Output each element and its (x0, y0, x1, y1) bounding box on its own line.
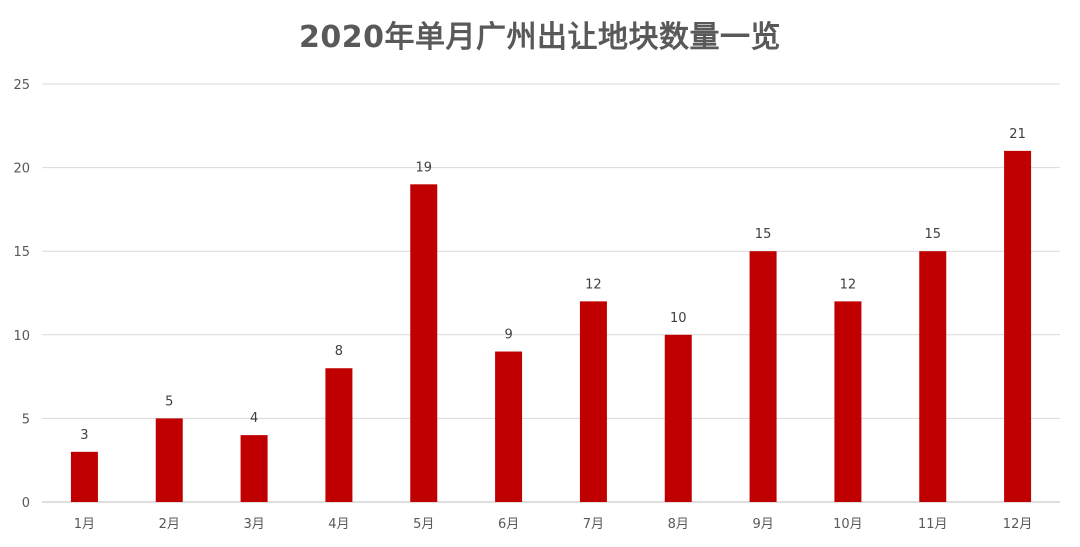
bar (664, 334, 692, 502)
x-tick-label: 2月 (159, 517, 180, 532)
data-label: 15 (924, 227, 941, 242)
x-tick-label: 7月 (583, 517, 604, 532)
x-tick-label: 1月 (74, 517, 95, 532)
data-label: 3 (80, 428, 88, 443)
bar (240, 435, 268, 502)
bar (325, 368, 353, 502)
x-tick-label: 5月 (413, 517, 434, 532)
bar (919, 251, 947, 502)
data-label: 4 (250, 411, 258, 426)
bar (70, 451, 98, 502)
x-tick-label: 3月 (243, 517, 264, 532)
y-tick-label: 10 (13, 329, 30, 344)
bar (834, 301, 862, 502)
x-tick-label: 12月 (1003, 517, 1033, 532)
data-label: 19 (415, 160, 432, 175)
y-tick-label: 20 (13, 162, 30, 177)
x-tick-label: 10月 (833, 517, 863, 532)
data-label: 15 (755, 227, 772, 242)
x-tick-label: 11月 (918, 517, 948, 532)
data-label: 9 (504, 328, 512, 343)
x-tick-label: 6月 (498, 517, 519, 532)
bar (410, 184, 438, 502)
data-label: 8 (335, 344, 343, 359)
y-tick-label: 25 (13, 78, 30, 93)
data-label: 12 (840, 277, 857, 292)
y-tick-label: 15 (13, 245, 30, 260)
data-label: 21 (1009, 127, 1026, 142)
bar (749, 251, 777, 502)
data-label: 12 (585, 277, 602, 292)
data-label: 10 (670, 311, 687, 326)
x-tick-label: 4月 (328, 517, 349, 532)
x-tick-label: 9月 (752, 517, 773, 532)
bar (155, 418, 183, 502)
x-tick-label: 8月 (668, 517, 689, 532)
y-tick-label: 0 (22, 496, 30, 511)
chart-title: 2020年单月广州出让地块数量一览 (299, 20, 781, 55)
bar (579, 301, 607, 502)
bar (495, 351, 523, 502)
y-tick-label: 5 (22, 412, 30, 427)
data-label: 5 (165, 394, 173, 409)
bar (1004, 150, 1032, 502)
